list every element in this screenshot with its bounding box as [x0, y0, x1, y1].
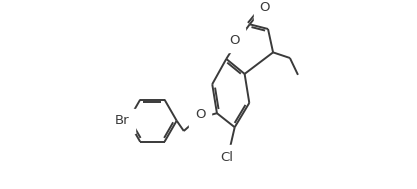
- Text: Cl: Cl: [221, 151, 234, 164]
- Text: O: O: [259, 1, 270, 14]
- Text: Br: Br: [115, 114, 130, 127]
- Text: O: O: [229, 34, 240, 47]
- Text: O: O: [195, 108, 205, 121]
